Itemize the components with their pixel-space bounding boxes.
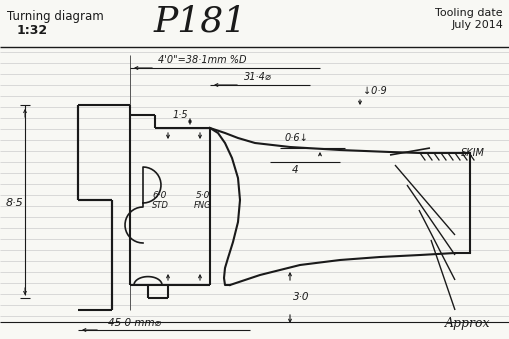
Text: Approx: Approx [444,317,489,330]
Text: STD: STD [151,200,168,210]
Text: ↓0·9: ↓0·9 [362,86,386,96]
Text: 3·0: 3·0 [293,293,309,302]
Text: 6·0: 6·0 [153,191,167,199]
Text: 1·5: 1·5 [172,109,188,120]
Text: 1:32: 1:32 [17,24,48,37]
Text: 0·6↓: 0·6↓ [285,133,308,143]
Text: Tooling date: Tooling date [435,8,502,18]
Text: 4'0"=38·1mm %D: 4'0"=38·1mm %D [158,55,246,65]
Text: July 2014: July 2014 [450,20,502,30]
Text: 45·0 mm⌀: 45·0 mm⌀ [108,318,160,328]
Text: SKIM: SKIM [460,148,484,158]
Text: 4: 4 [291,165,298,175]
Text: 31·4⌀: 31·4⌀ [243,72,271,82]
Text: 5·0: 5·0 [195,191,210,199]
Text: 8·5: 8·5 [5,199,23,208]
Text: P181: P181 [153,5,246,39]
Text: FNG: FNG [194,200,211,210]
Text: Turning diagram: Turning diagram [7,10,103,23]
